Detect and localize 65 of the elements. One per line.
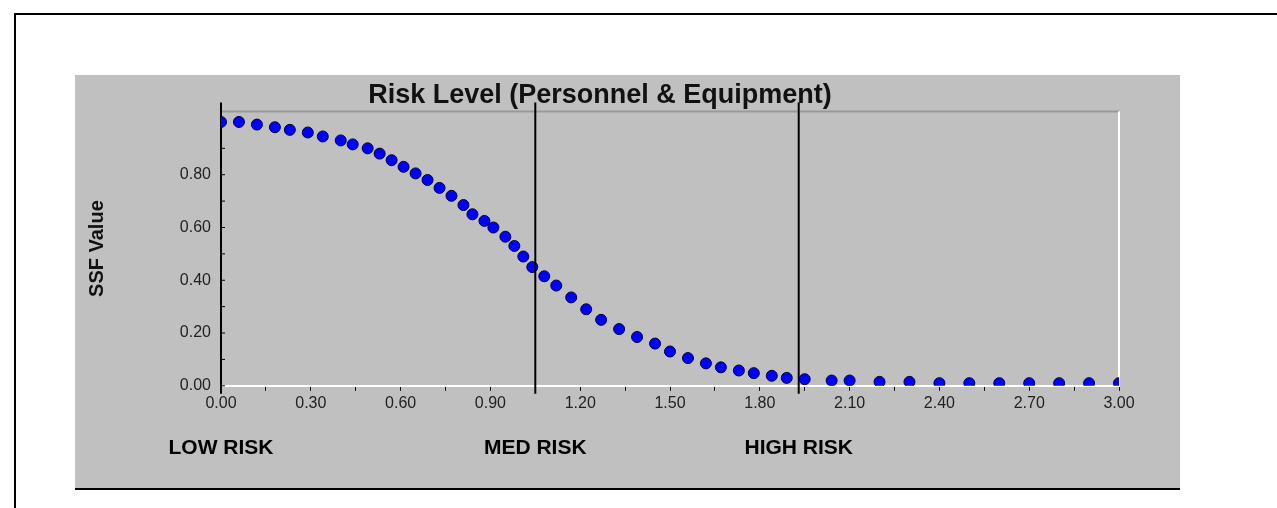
point bbox=[631, 330, 644, 343]
ref-line-label: MED RISK bbox=[483, 434, 587, 458]
point bbox=[732, 364, 745, 377]
point bbox=[798, 373, 811, 386]
y-axis-title: SSF Value bbox=[84, 200, 107, 297]
point bbox=[397, 160, 410, 173]
point bbox=[873, 375, 886, 386]
point bbox=[301, 126, 314, 139]
x-tick-label: 0.60 bbox=[385, 393, 417, 411]
point bbox=[714, 361, 727, 374]
point bbox=[825, 374, 838, 386]
y-tick-label: 0.60 bbox=[179, 217, 212, 235]
point bbox=[466, 208, 479, 221]
point bbox=[595, 313, 608, 326]
point bbox=[346, 138, 359, 151]
point bbox=[538, 270, 551, 283]
x-tick-label: 3.00 bbox=[1103, 393, 1135, 411]
point bbox=[843, 374, 856, 386]
point bbox=[747, 367, 760, 380]
point bbox=[699, 357, 712, 370]
point bbox=[421, 174, 434, 186]
chart-title: Risk Level (Personnel & Equipment) bbox=[368, 78, 832, 109]
point bbox=[580, 303, 593, 316]
point bbox=[433, 181, 446, 194]
point bbox=[649, 337, 662, 350]
x-tick-label: 1.50 bbox=[654, 393, 686, 411]
y-tick-label: 0.20 bbox=[179, 323, 212, 341]
point bbox=[283, 123, 296, 136]
point bbox=[361, 142, 374, 155]
point bbox=[517, 250, 530, 263]
x-tick-label: 2.70 bbox=[1013, 393, 1045, 411]
y-tick-label: 0.40 bbox=[179, 270, 212, 288]
point bbox=[903, 375, 916, 386]
x-tick-label: 0.30 bbox=[295, 393, 327, 411]
x-tick-label: 1.20 bbox=[564, 393, 596, 411]
point bbox=[334, 134, 347, 147]
point bbox=[487, 221, 500, 234]
point bbox=[508, 239, 521, 252]
x-tick-label: 0.00 bbox=[205, 393, 237, 411]
y-tick-label: 0.00 bbox=[179, 376, 212, 394]
point bbox=[316, 130, 329, 143]
x-tick-label: 2.10 bbox=[834, 393, 866, 411]
point bbox=[268, 121, 281, 134]
point bbox=[250, 118, 263, 131]
point bbox=[373, 147, 386, 160]
point bbox=[613, 323, 626, 336]
ref-line-label: HIGH RISK bbox=[744, 434, 853, 458]
point bbox=[232, 115, 245, 128]
point bbox=[664, 345, 676, 358]
point bbox=[385, 154, 398, 167]
point bbox=[780, 371, 793, 384]
point bbox=[550, 279, 563, 292]
point bbox=[565, 291, 578, 304]
point bbox=[681, 352, 694, 365]
point bbox=[765, 369, 778, 382]
point bbox=[457, 199, 470, 212]
point bbox=[445, 189, 458, 202]
point bbox=[499, 230, 512, 243]
y-tick-label: 0.80 bbox=[179, 165, 212, 183]
text: LOW RISK bbox=[168, 434, 274, 458]
point bbox=[478, 214, 491, 227]
x-tick-label: 1.80 bbox=[744, 393, 776, 411]
x-tick-label: 0.90 bbox=[474, 393, 507, 411]
x-tick-label: 2.40 bbox=[923, 393, 956, 411]
point bbox=[409, 167, 422, 180]
